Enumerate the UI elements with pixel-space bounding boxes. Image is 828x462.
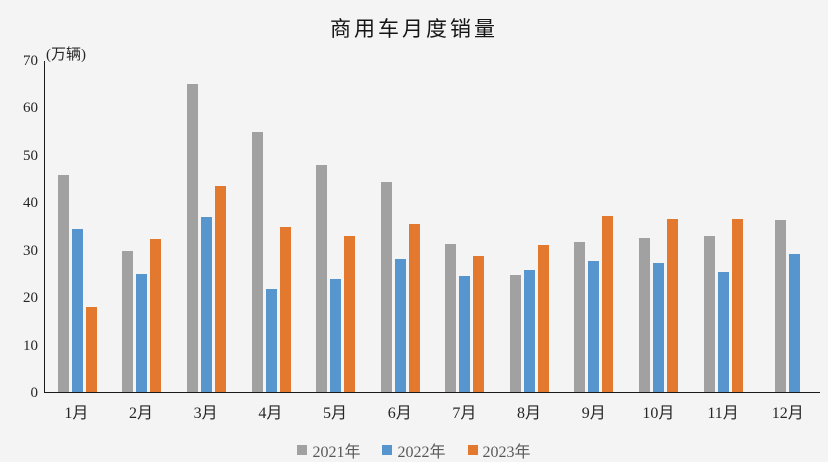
- x-axis-label-11月: 11月: [707, 405, 739, 422]
- legend-swatch-icon: [382, 445, 393, 455]
- x-axis-label-8月: 8月: [517, 405, 542, 422]
- x-axis-labels: 1月 2月 3月 4月 5月 6月 7月 8月 9月 10月 11月 12月: [44, 399, 820, 423]
- bar-2021年-7月: [445, 244, 457, 392]
- bar-2023年-5月: [344, 235, 356, 392]
- legend-swatch-icon: [297, 445, 308, 455]
- legend-item-2023年: 2023年: [467, 438, 531, 462]
- y-axis-tick-label: 0: [30, 385, 39, 401]
- bar-2023年-10月: [666, 219, 678, 392]
- bar-2023年-9月: [602, 216, 614, 392]
- x-axis-label-4月: 4月: [258, 405, 283, 422]
- x-axis-label-3月: 3月: [193, 405, 218, 422]
- bar-2021年-11月: [703, 235, 715, 392]
- x-axis-label-7月: 7月: [452, 405, 477, 422]
- bar-2023年-11月: [731, 219, 743, 392]
- plot-area: [44, 61, 820, 393]
- bar-2022年-7月: [459, 276, 471, 392]
- x-axis-label-12月: 12月: [771, 405, 804, 422]
- bar-2023年-4月: [279, 226, 291, 392]
- bar-2022年-2月: [136, 273, 148, 392]
- bar-2021年-12月: [775, 219, 787, 392]
- y-axis-tick-label: 50: [23, 147, 38, 164]
- x-axis-label-5月: 5月: [323, 405, 348, 422]
- bar-2021年-5月: [316, 165, 328, 392]
- bar-group-5月: [303, 61, 368, 392]
- y-axis-tick-label: 30: [23, 242, 38, 259]
- bar-group-11月: [691, 61, 756, 392]
- bar-group-12月: [755, 61, 820, 392]
- bar-group-6月: [368, 61, 433, 392]
- bar-2022年-5月: [330, 278, 342, 392]
- bar-2021年-9月: [574, 242, 586, 392]
- bar-2022年-4月: [265, 288, 277, 392]
- bar-2021年-3月: [186, 83, 198, 392]
- legend-label: 2021年: [312, 444, 361, 461]
- bar-group-2月: [110, 61, 175, 392]
- bar-group-3月: [174, 61, 239, 392]
- bar-2023年-2月: [150, 238, 162, 392]
- bar-2023年-1月: [85, 306, 97, 392]
- x-axis-label-2月: 2月: [129, 405, 154, 422]
- y-axis-unit-label: (万辆): [46, 47, 86, 63]
- bar-2023年-8月: [537, 245, 549, 392]
- bar-group-1月: [45, 61, 110, 392]
- bar-group-8月: [497, 61, 562, 392]
- bar-2023年-7月: [473, 255, 485, 392]
- bar-2022年-6月: [394, 259, 406, 392]
- y-axis-tick-label: 60: [23, 100, 38, 117]
- legend-item-2022年: 2022年: [382, 438, 446, 462]
- bar-2021年-8月: [509, 274, 521, 392]
- bar-2021年-10月: [638, 237, 650, 392]
- bar-2022年-9月: [588, 260, 600, 392]
- y-axis-tick-label: 10: [23, 337, 38, 354]
- bar-2023年-6月: [408, 224, 420, 392]
- y-axis-tick-label: 20: [23, 290, 38, 307]
- y-axis-tick-label: 40: [23, 195, 38, 212]
- bar-2021年-1月: [57, 174, 69, 392]
- bar-group-9月: [562, 61, 627, 392]
- legend: 2021年 2022年 2023年: [0, 438, 828, 462]
- chart-title: 商用车月度销量: [330, 17, 498, 41]
- x-axis-label-9月: 9月: [581, 405, 606, 422]
- bar-2022年-12月: [789, 253, 801, 392]
- bar-2021年-4月: [251, 132, 263, 392]
- bar-2022年-10月: [652, 263, 664, 392]
- bar-2022年-8月: [523, 270, 535, 392]
- legend-label: 2022年: [397, 444, 446, 461]
- legend-swatch-icon: [467, 445, 478, 455]
- bar-2022年-1月: [71, 228, 83, 392]
- bar-group-10月: [626, 61, 691, 392]
- x-axis-label-1月: 1月: [64, 405, 89, 422]
- x-axis-label-10月: 10月: [642, 405, 675, 422]
- bar-2021年-2月: [122, 251, 134, 392]
- bar-2022年-3月: [200, 217, 212, 392]
- bar-2021年-6月: [380, 181, 392, 392]
- y-axis-tick-label: 70: [23, 53, 38, 69]
- bar-group-7月: [432, 61, 497, 392]
- legend-item-2021年: 2021年: [297, 438, 360, 462]
- y-axis-tick-labels: 0 10 20 30 40 50 60 70: [0, 0, 38, 462]
- bar-2023年-3月: [214, 185, 226, 392]
- x-axis-label-6月: 6月: [387, 405, 412, 422]
- bar-group-4月: [239, 61, 304, 392]
- legend-label: 2023年: [482, 444, 531, 461]
- bar-2022年-11月: [717, 271, 729, 392]
